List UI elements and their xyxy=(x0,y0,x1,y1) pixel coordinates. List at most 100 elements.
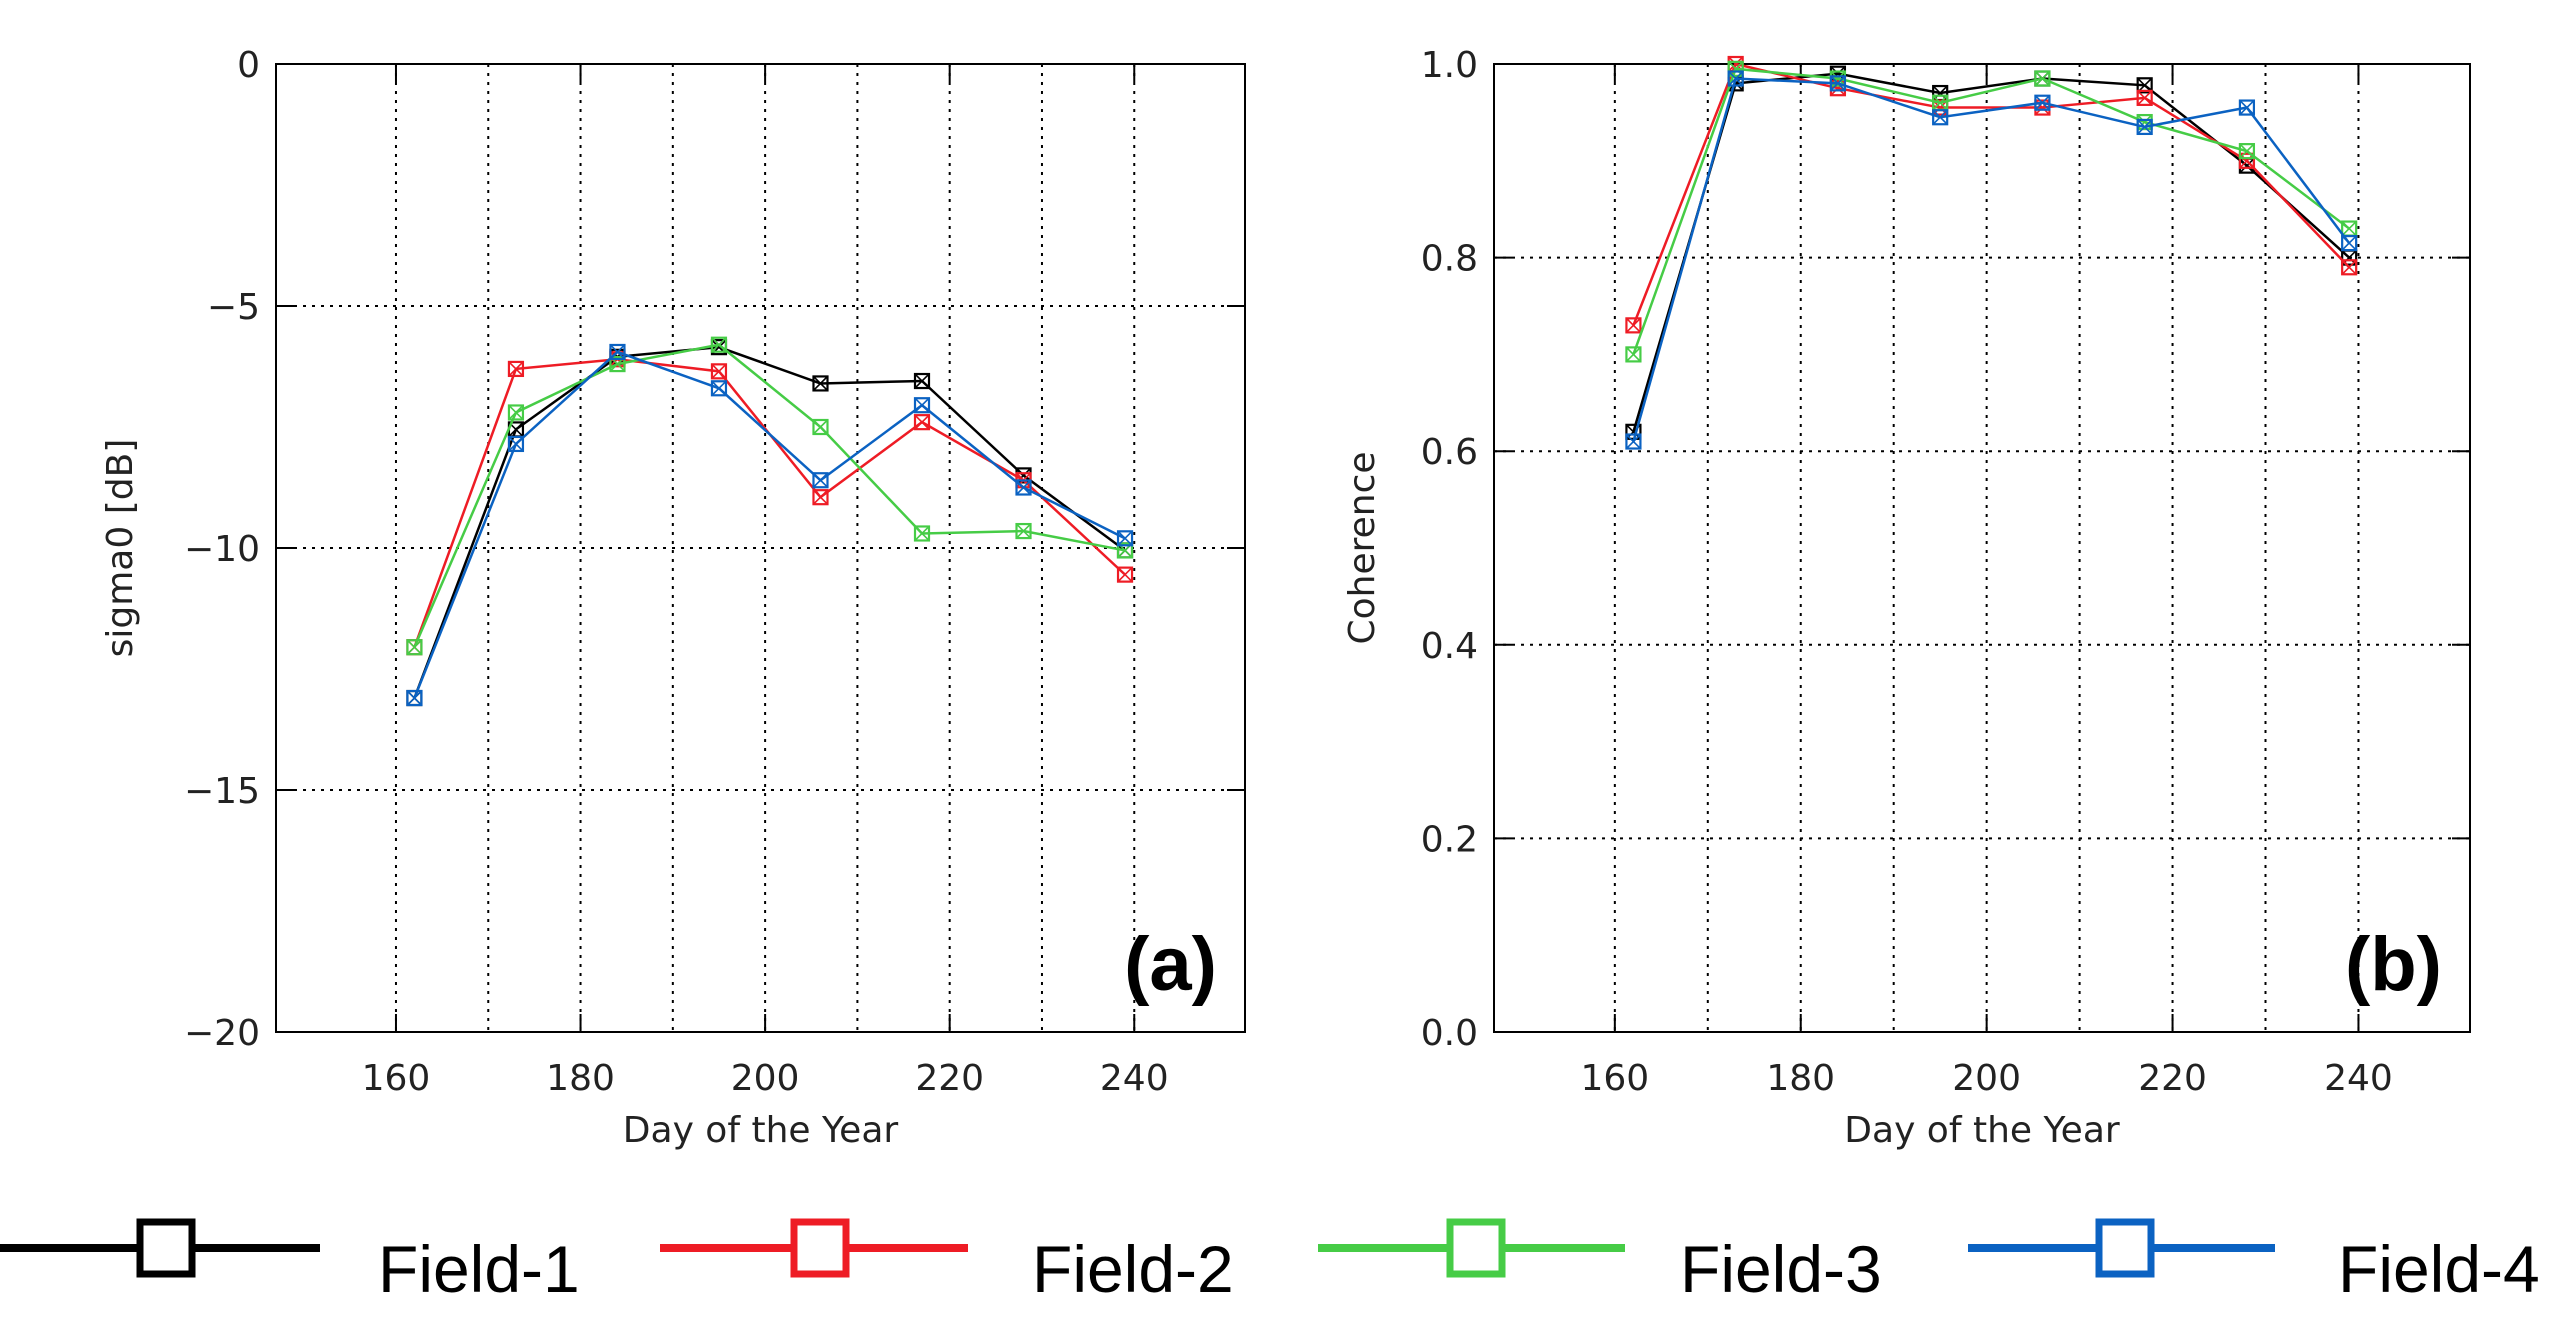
marker-cross xyxy=(2341,220,2357,237)
x-tick-label: 180 xyxy=(1766,1058,1835,1099)
x-tick-label: 200 xyxy=(731,1058,800,1099)
marker-square xyxy=(507,435,525,453)
marker-cross xyxy=(1625,433,1641,450)
marker-square xyxy=(812,472,829,489)
y-tick-label: 0.8 xyxy=(1421,239,1478,280)
data-point xyxy=(2341,220,2358,237)
data-point xyxy=(1015,479,1032,496)
data-point xyxy=(812,418,829,436)
marker-square xyxy=(2341,234,2358,252)
legend-marker xyxy=(790,1218,850,1278)
marker-cross xyxy=(1117,567,1133,583)
x-axis-title: Day of the Year xyxy=(623,1110,899,1151)
data-point xyxy=(507,404,525,421)
marker-cross xyxy=(406,690,422,706)
marker-cross xyxy=(508,404,524,421)
marker-square xyxy=(1116,530,1134,547)
y-tick-label: 0.6 xyxy=(1421,432,1478,473)
marker-cross xyxy=(2341,259,2357,275)
data-point xyxy=(812,489,829,506)
marker-cross xyxy=(2239,158,2255,174)
marker-square xyxy=(812,489,829,506)
grid xyxy=(1494,64,2470,1032)
marker-cross xyxy=(1117,530,1133,546)
marker-square xyxy=(1116,542,1134,559)
marker-cross xyxy=(812,472,829,488)
data-point xyxy=(1932,109,1949,126)
marker-cross xyxy=(914,397,930,413)
panel-label: (b) xyxy=(2345,922,2442,1007)
marker-square xyxy=(1625,346,1642,363)
marker-square xyxy=(609,355,626,373)
marker-square xyxy=(1932,109,1949,126)
data-point xyxy=(1625,433,1642,450)
x-tick-label: 160 xyxy=(362,1058,431,1099)
marker-cross xyxy=(2034,70,2050,87)
marker-square xyxy=(507,360,525,378)
plot-frame xyxy=(1493,63,2471,1033)
data-point xyxy=(1625,346,1642,363)
marker-cross xyxy=(812,489,829,505)
series-field-2 xyxy=(406,351,1134,656)
x-tick-label: 200 xyxy=(1952,1058,2021,1099)
data-point xyxy=(406,689,423,707)
marker-square xyxy=(2238,152,2256,169)
x-tick-label: 220 xyxy=(915,1058,984,1099)
y-tick-label: −20 xyxy=(184,1013,260,1054)
marker-square xyxy=(1727,70,1744,87)
marker-square xyxy=(913,397,931,414)
marker-square xyxy=(710,363,728,380)
marker-square xyxy=(1116,566,1134,583)
marker-square xyxy=(1015,522,1032,540)
chart-panel-b: 160 180 200 220 240 0.0 0.2 0.4 0.6 0.8 1.0 Day of … xyxy=(1342,45,2471,1151)
series-field-1 xyxy=(1625,65,2358,440)
marker-cross xyxy=(812,375,829,392)
marker-square xyxy=(609,343,626,361)
legend-entry-field-1: Field-1 xyxy=(0,1218,580,1306)
x-tick-label: 240 xyxy=(2324,1058,2393,1099)
legend-entry-field-4: Field-4 xyxy=(1968,1218,2540,1306)
legend-entry-field-3: Field-3 xyxy=(1318,1218,1882,1306)
marker-cross xyxy=(1015,479,1032,496)
data-point xyxy=(2341,259,2358,276)
marker-cross xyxy=(914,525,930,542)
series-field-2 xyxy=(1625,55,2358,334)
data-point xyxy=(913,525,931,542)
data-point xyxy=(507,360,525,378)
marker-square xyxy=(1015,479,1032,496)
marker-cross xyxy=(914,373,930,389)
data-point xyxy=(710,380,728,397)
data-point xyxy=(812,375,829,392)
data-point xyxy=(2238,143,2256,160)
marker-square xyxy=(406,689,423,707)
marker-square xyxy=(2136,89,2153,106)
marker-square xyxy=(913,372,931,390)
marker-square xyxy=(2238,143,2256,160)
grid xyxy=(276,64,1245,1032)
series-line xyxy=(413,343,1126,648)
series-field-3 xyxy=(406,336,1134,656)
legend-label: Field-3 xyxy=(1680,1232,1882,1306)
y-tick-label: −15 xyxy=(184,771,260,812)
y-tick-label: 1.0 xyxy=(1421,45,1478,86)
marker-cross xyxy=(711,380,727,396)
y-axis-title: sigma0 [dB] xyxy=(100,439,141,658)
marker-cross xyxy=(2137,119,2153,135)
marker-cross xyxy=(1830,75,1846,91)
data-point xyxy=(406,639,423,656)
marker-cross xyxy=(711,337,727,353)
chart-panel-a: 160 180 200 220 240 −20 −15 −10 −5 0 Day of the Ye… xyxy=(100,45,1246,1151)
marker-cross xyxy=(2034,95,2050,111)
marker-square xyxy=(2341,259,2358,276)
marker-square xyxy=(913,525,931,542)
marker-cross xyxy=(2341,235,2357,251)
data-point xyxy=(812,472,829,489)
data-point xyxy=(913,397,931,414)
legend-label: Field-1 xyxy=(378,1232,580,1306)
marker-square xyxy=(2034,94,2051,111)
y-tick-label: 0.0 xyxy=(1421,1013,1478,1054)
marker-square xyxy=(1625,433,1642,450)
data-point xyxy=(913,414,931,431)
marker-cross xyxy=(406,639,422,655)
marker-cross xyxy=(1728,70,1744,87)
